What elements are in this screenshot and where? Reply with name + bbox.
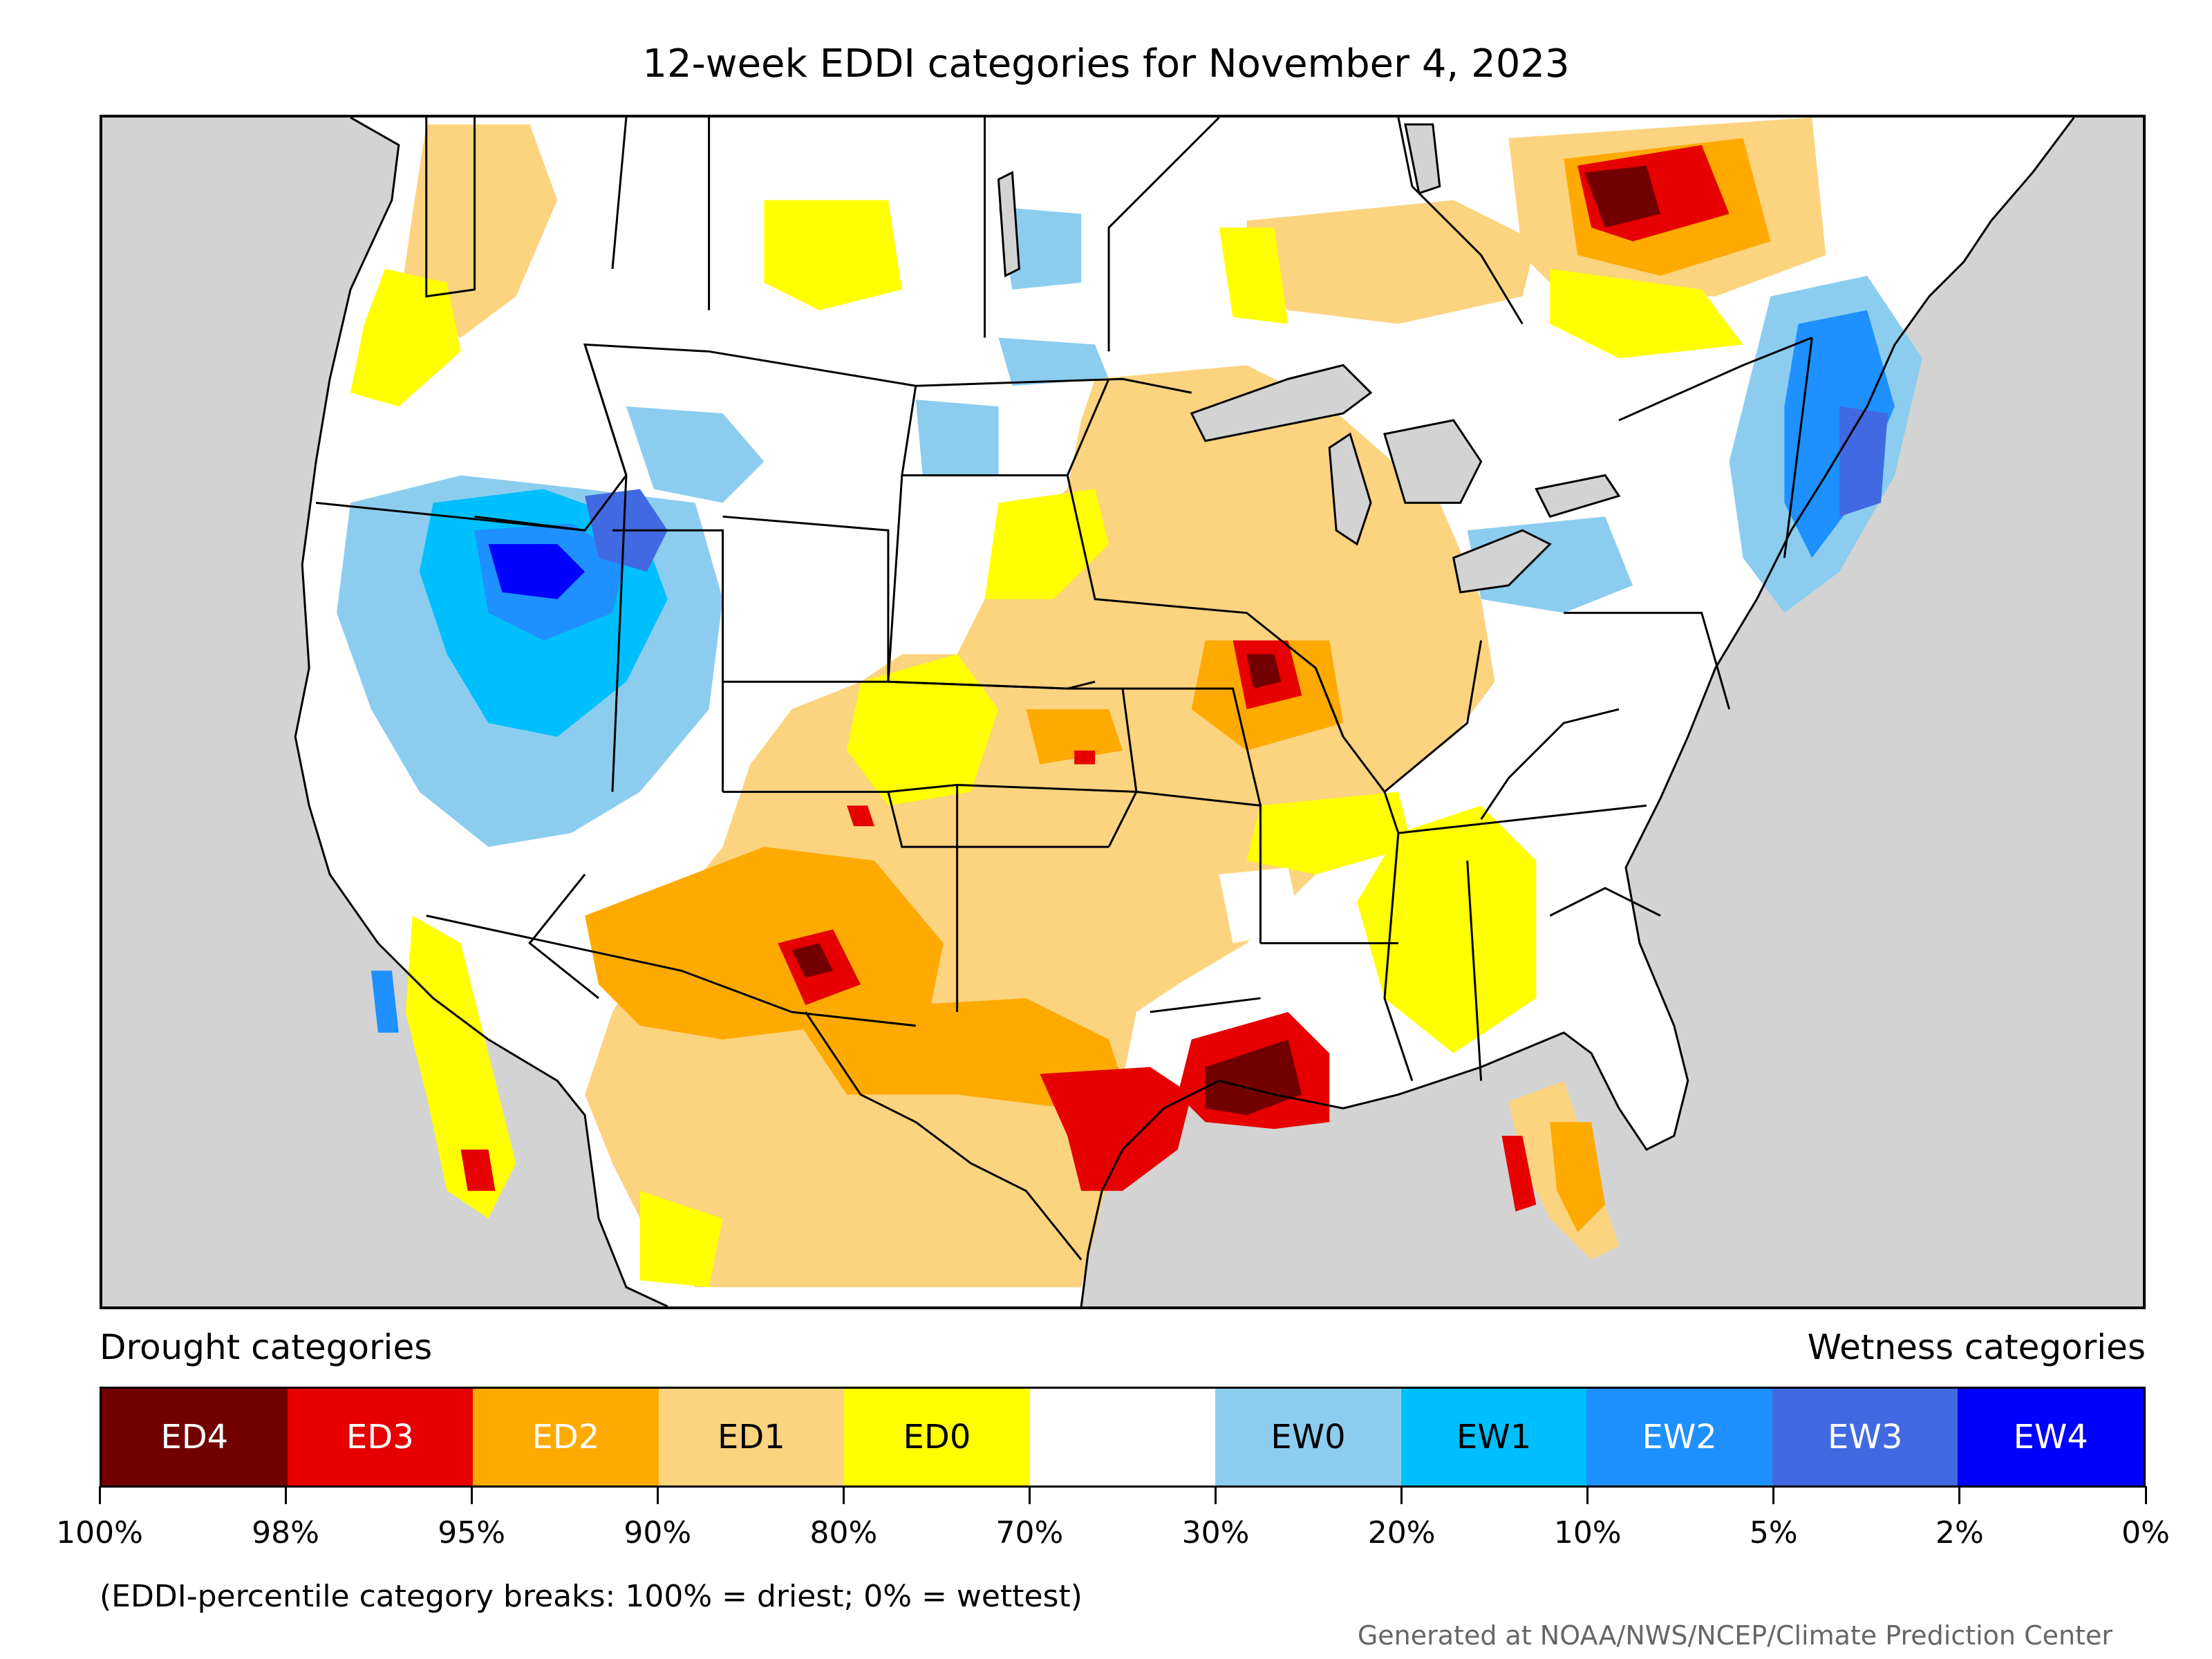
colorbar-tick xyxy=(98,1486,101,1504)
category-breaks-note: (EDDI-percentile category breaks: 100% =… xyxy=(100,1579,1082,1614)
colorbar-tick-label: 95% xyxy=(438,1515,506,1550)
colorbar-tick-label: 90% xyxy=(624,1515,692,1550)
colorbar-tick xyxy=(470,1486,473,1504)
coastline xyxy=(294,118,2075,1306)
legend-category-ed4: ED4 xyxy=(102,1389,288,1485)
drought-categories-heading: Drought categories xyxy=(100,1327,433,1367)
colorbar-tick-label: 0% xyxy=(2121,1515,2170,1550)
colorbar-tick-label: 80% xyxy=(809,1515,878,1550)
colorbar-tick-label: 10% xyxy=(1553,1515,1622,1550)
credit-line: Generated at NOAA/NWS/NCEP/Climate Predi… xyxy=(1357,1620,2112,1651)
legend-category-ed0: ED0 xyxy=(844,1389,1030,1485)
colorbar-tick-label: 30% xyxy=(1181,1515,1250,1550)
legend-category-ew2: EW2 xyxy=(1586,1389,1772,1485)
colorbar-tick xyxy=(2144,1486,2147,1504)
colorbar-tick xyxy=(1215,1486,1217,1504)
colorbar-tick xyxy=(1028,1486,1031,1504)
legend-category-none xyxy=(1029,1389,1216,1485)
colorbar-tick-label: 5% xyxy=(1749,1515,1798,1550)
colorbar-tick xyxy=(842,1486,845,1504)
colorbar-tick-label: 20% xyxy=(1367,1515,1436,1550)
legend-category-ed1: ED1 xyxy=(658,1389,845,1485)
legend-category-ed2: ED2 xyxy=(473,1389,659,1485)
legend-category-ew3: EW3 xyxy=(1772,1389,1958,1485)
colorbar-tick-label: 98% xyxy=(252,1515,319,1550)
eddi-map xyxy=(100,115,2146,1309)
colorbar-tick xyxy=(656,1486,659,1504)
map-title: 12-week EDDI categories for November 4, … xyxy=(642,41,1570,86)
colorbar-tick xyxy=(284,1486,287,1504)
colorbar-tick-labels: 100% 98% 95% 90% 80% 70% 30% 20% 10% 5% 2% 0% xyxy=(56,1515,2170,1557)
legend-category-ew0: EW0 xyxy=(1215,1389,1401,1485)
colorbar-tick-label: 2% xyxy=(1936,1515,1984,1550)
category-patches xyxy=(337,118,1922,1288)
map-canvas xyxy=(102,118,2143,1306)
colorbar-tick xyxy=(1400,1486,1403,1504)
colorbar-tick-label: 100% xyxy=(56,1515,143,1550)
legend-category-ew1: EW1 xyxy=(1400,1389,1587,1485)
colorbar-ticks xyxy=(98,1486,2147,1507)
colorbar-tick xyxy=(1958,1486,1961,1504)
legend-category-ed3: ED3 xyxy=(287,1389,474,1485)
wetness-categories-heading: Wetness categories xyxy=(1807,1327,2146,1367)
colorbar-tick xyxy=(1586,1486,1589,1504)
colorbar-tick-label: 70% xyxy=(995,1515,1064,1550)
legend-category-ew4: EW4 xyxy=(1958,1389,2144,1485)
colorbar-tick xyxy=(1772,1486,1775,1504)
political-borders xyxy=(316,118,1813,1261)
category-colorbar: ED4 ED3 ED2 ED1 ED0 EW0 EW1 EW2 EW3 EW4 xyxy=(100,1387,2146,1488)
great-lakes xyxy=(997,123,1621,594)
